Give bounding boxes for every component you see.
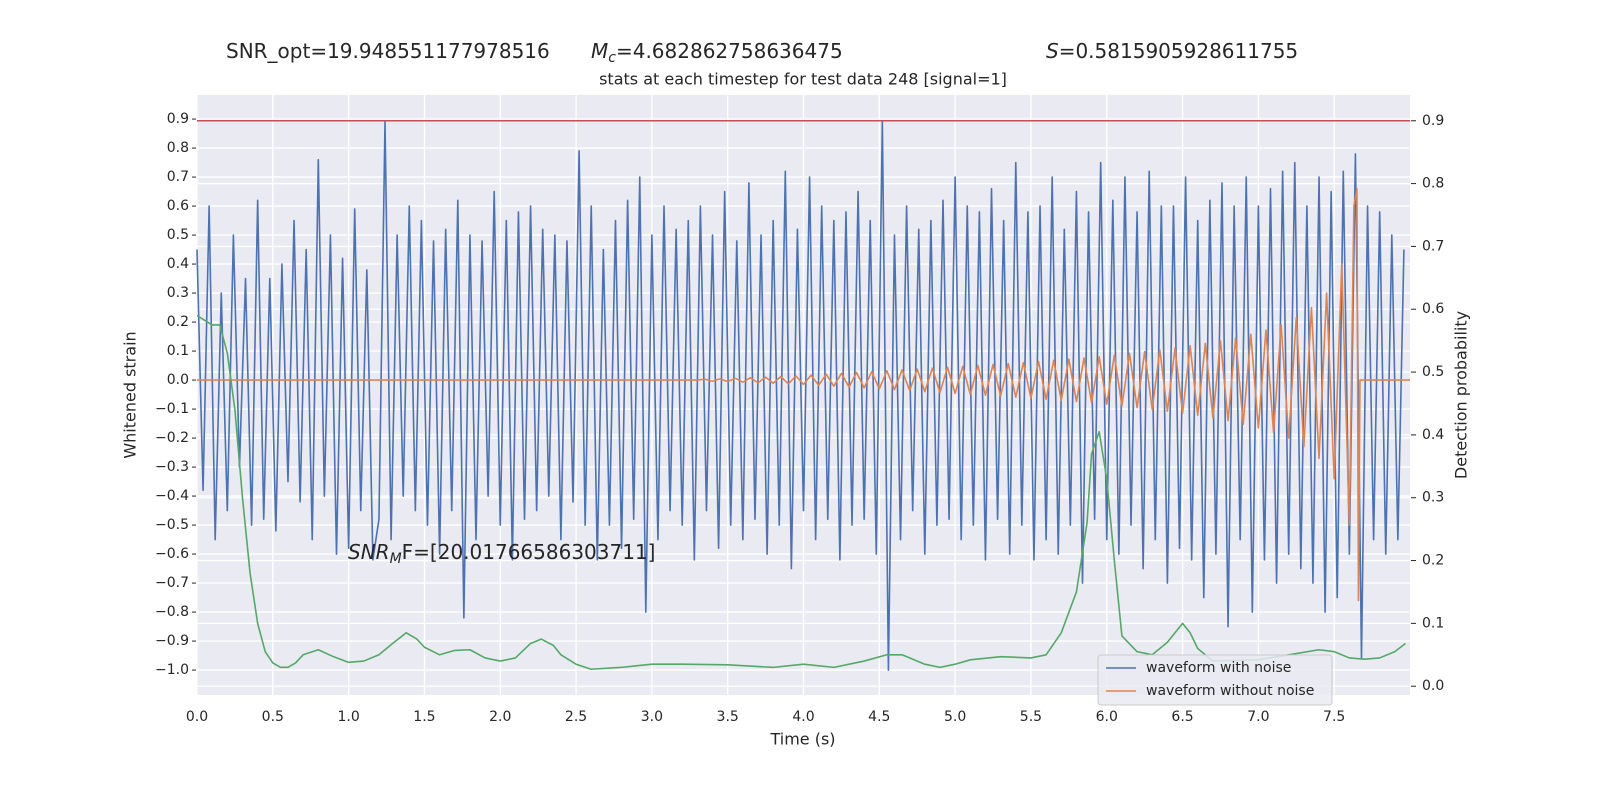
y-tick-label: 0.4 <box>167 256 189 272</box>
y2-tick-label: 0.3 <box>1422 490 1444 506</box>
y2-tick-label: 0.4 <box>1422 427 1444 443</box>
annotation-subscript: M <box>390 551 402 567</box>
y2-tick-label: 0.8 <box>1422 176 1444 192</box>
x-tick-label: 2.0 <box>489 709 511 725</box>
x-tick-label: 1.5 <box>413 709 435 725</box>
y-tick-label: −0.5 <box>155 517 189 533</box>
x-tick-label: 7.0 <box>1247 709 1269 725</box>
x-tick-label: 5.5 <box>1020 709 1042 725</box>
chart-title: stats at each timestep for test data 248… <box>599 70 1007 89</box>
x-tick-label: 0.0 <box>186 709 208 725</box>
y2-tick-label: 0.0 <box>1422 678 1444 694</box>
y-tick-label: 0.0 <box>167 372 189 388</box>
x-tick-label: 3.0 <box>641 709 663 725</box>
y-tick-label: −0.2 <box>155 430 189 446</box>
series-line <box>197 187 1410 602</box>
y-tick-label: −0.6 <box>155 546 189 562</box>
annotation-text: F=[20.01766586303711] <box>402 540 656 564</box>
y-tick-label: 0.1 <box>167 343 189 359</box>
y-tick-label: 0.6 <box>167 198 189 214</box>
x-axis-label: Time (s) <box>769 730 835 749</box>
x-tick-label: 4.0 <box>792 709 814 725</box>
x-tick-label: 3.5 <box>717 709 739 725</box>
y-tick-label: −0.7 <box>155 575 189 591</box>
y-tick-label: 0.8 <box>167 140 189 156</box>
legend-box <box>1097 654 1333 706</box>
y-tick-label: 0.7 <box>167 169 189 185</box>
x-tick-label: 2.5 <box>565 709 587 725</box>
y-axis-label: Whitened strain <box>121 331 140 458</box>
annotation-subscript: c <box>608 50 616 66</box>
y2-tick-label: 0.6 <box>1422 301 1444 317</box>
annotation: SNRMF=[20.01766586303711] <box>348 540 655 568</box>
annotation-text: =0.5815905928611755 <box>1059 39 1298 63</box>
x-tick-label: 7.5 <box>1323 709 1345 725</box>
y2-axis-label: Detection probability <box>1452 311 1471 479</box>
y-tick-label: 0.9 <box>167 111 189 127</box>
y2-tick-label: 0.5 <box>1422 364 1444 380</box>
x-tick-label: 4.5 <box>868 709 890 725</box>
x-tick-label: 1.0 <box>337 709 359 725</box>
y-tick-label: 0.2 <box>167 314 189 330</box>
annotation-symbol: M <box>591 39 608 63</box>
y-tick-label: 0.5 <box>167 227 189 243</box>
annotation-text: SNR_opt=19.948551177978516 <box>226 39 550 63</box>
y2-tick-label: 0.2 <box>1422 553 1444 569</box>
x-tick-label: 6.5 <box>1171 709 1193 725</box>
y-tick-label: −0.3 <box>155 459 189 475</box>
annotation: SNR_opt=19.948551177978516 <box>226 39 550 63</box>
legend-label: waveform without noise <box>1146 683 1314 699</box>
series-line <box>196 121 1405 671</box>
y-tick-label: −0.8 <box>155 604 189 620</box>
y-tick-label: −1.0 <box>155 662 189 678</box>
annotation: Mc=4.682862758636475 <box>591 39 843 67</box>
annotation-symbol: SNR <box>348 540 390 564</box>
legend-label: waveform with noise <box>1146 660 1291 676</box>
y2-tick-label: 0.1 <box>1422 615 1444 631</box>
y-tick-label: −0.4 <box>155 488 189 504</box>
x-tick-label: 5.0 <box>944 709 966 725</box>
annotation-symbol: S <box>1046 39 1059 63</box>
series-line <box>196 314 1406 671</box>
x-tick-label: 6.0 <box>1096 709 1118 725</box>
y-tick-label: 0.3 <box>167 285 189 301</box>
annotation: S=0.5815905928611755 <box>1046 39 1298 63</box>
x-tick-label: 0.5 <box>262 709 284 725</box>
annotation-text: =4.682862758636475 <box>616 39 843 63</box>
y-tick-label: −0.9 <box>155 633 189 649</box>
y2-tick-label: 0.9 <box>1422 113 1444 129</box>
y2-tick-label: 0.7 <box>1422 238 1444 254</box>
y-tick-label: −0.1 <box>155 401 189 417</box>
